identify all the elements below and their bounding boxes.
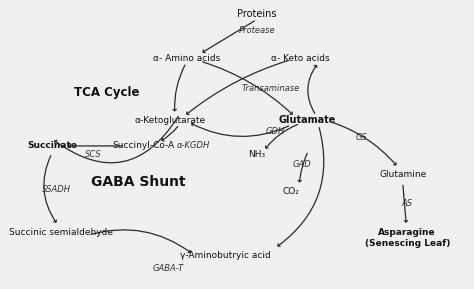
Text: Glutamate: Glutamate bbox=[278, 115, 336, 125]
Text: α-Ketoglutarate: α-Ketoglutarate bbox=[135, 116, 206, 125]
Text: γ-Aminobutryic acid: γ-Aminobutryic acid bbox=[180, 251, 271, 260]
Text: α- Keto acids: α- Keto acids bbox=[271, 54, 329, 63]
Text: Succinate: Succinate bbox=[27, 141, 77, 151]
Text: Transaminase: Transaminase bbox=[241, 84, 300, 93]
Text: SCS: SCS bbox=[84, 150, 101, 159]
Text: α- Amino acids: α- Amino acids bbox=[153, 54, 220, 63]
Text: NH₃: NH₃ bbox=[248, 150, 265, 159]
Text: GABA-T: GABA-T bbox=[153, 264, 184, 273]
Text: Asparagine
(Senescing Leaf): Asparagine (Senescing Leaf) bbox=[365, 228, 450, 248]
Text: SSADH: SSADH bbox=[42, 185, 71, 194]
Text: GDH: GDH bbox=[265, 127, 285, 136]
Text: α-KGDH: α-KGDH bbox=[176, 141, 210, 151]
Text: Succinic semialdehyde: Succinic semialdehyde bbox=[9, 228, 113, 237]
Text: AS: AS bbox=[401, 199, 413, 208]
Text: GS: GS bbox=[356, 133, 368, 142]
Text: Glutamine: Glutamine bbox=[379, 170, 426, 179]
Text: GAD: GAD bbox=[293, 160, 312, 169]
Text: Proteins: Proteins bbox=[237, 9, 277, 18]
Text: CO₂: CO₂ bbox=[283, 188, 300, 197]
Text: Succinyl-Co-A: Succinyl-Co-A bbox=[112, 141, 174, 151]
Text: TCA Cycle: TCA Cycle bbox=[74, 86, 139, 99]
Text: GABA Shunt: GABA Shunt bbox=[91, 175, 186, 189]
Text: Protease: Protease bbox=[238, 26, 275, 35]
